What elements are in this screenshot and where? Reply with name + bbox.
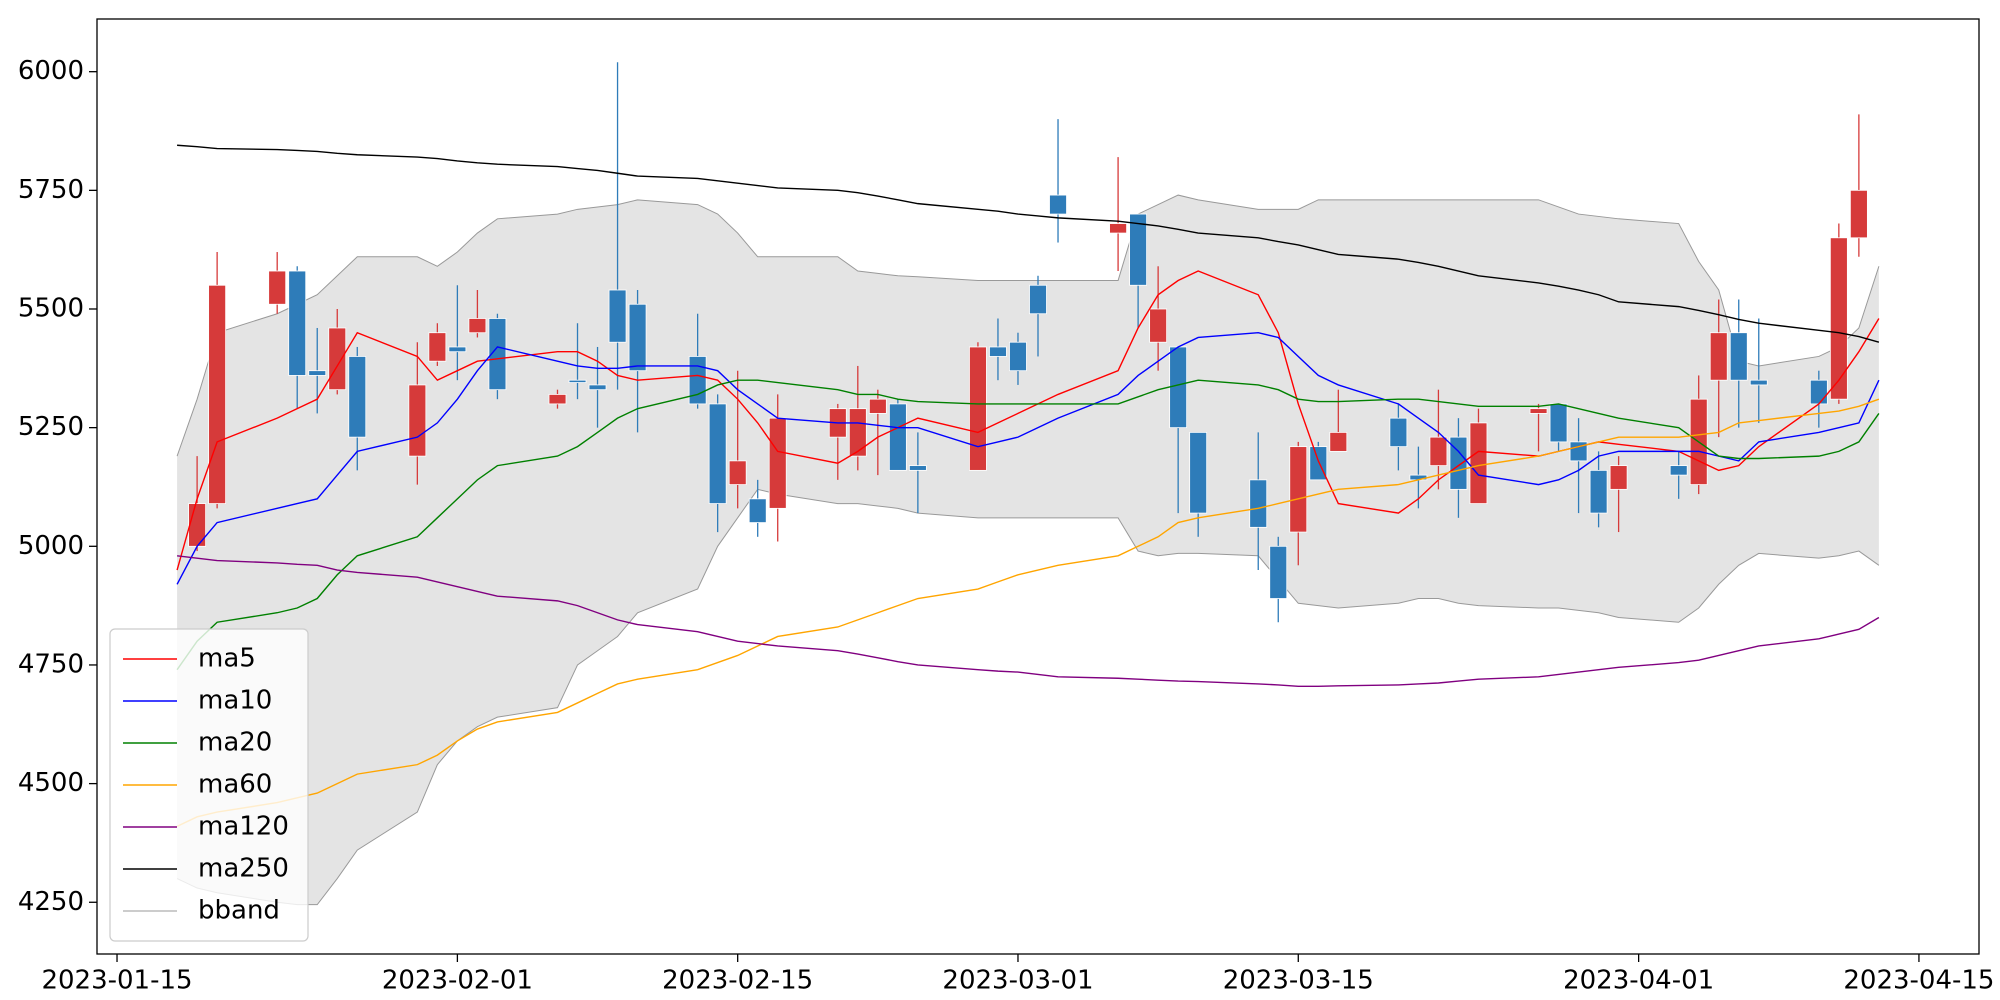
legend-box — [109, 628, 309, 942]
candle-body — [588, 384, 607, 391]
band-area — [177, 195, 1879, 905]
candle-body — [768, 417, 787, 509]
candle-body — [1589, 469, 1608, 514]
ma-line — [176, 332, 1880, 585]
x-tick-label: 2023-03-15 — [1223, 966, 1374, 996]
candle-body — [848, 408, 867, 457]
candle-body — [1329, 431, 1348, 452]
candle-body — [908, 465, 927, 471]
candle-body — [1109, 223, 1127, 234]
axis-layer: 4250 4500 4750 5000 5250 5500 5750 6000 2023-01-… — [18, 56, 1995, 995]
legend-label: bband — [198, 896, 280, 926]
candle-body — [268, 270, 287, 305]
legend-label: ma10 — [198, 686, 272, 716]
x-tick-label: 2023-02-01 — [382, 966, 533, 996]
candle-body — [208, 284, 227, 504]
candle-body — [1609, 465, 1628, 490]
legend-label: ma250 — [198, 854, 289, 884]
y-tick-label: 4250 — [18, 887, 84, 917]
candle-body — [488, 318, 507, 391]
candle-body — [868, 398, 887, 414]
candle-body — [1129, 213, 1148, 286]
candle-body — [1669, 465, 1688, 476]
x-tick-label: 2023-02-15 — [662, 966, 813, 996]
candle-body — [548, 394, 567, 405]
candle-body — [1189, 431, 1208, 514]
y-tick-label: 4500 — [18, 768, 84, 798]
plot-frame — [96, 18, 1980, 955]
candle-body — [748, 498, 767, 523]
y-tick-label: 5000 — [18, 531, 84, 561]
candle-body — [688, 356, 707, 405]
ma-line — [176, 379, 1880, 671]
y-tick-label: 6000 — [18, 56, 84, 86]
ma-line — [177, 144, 1880, 343]
x-tick-label: 2023-04-15 — [1843, 966, 1994, 996]
candle-body — [628, 303, 647, 372]
candle-body — [288, 270, 307, 376]
legend: ma5 ma10 ma20 ma60 ma120 ma250 bband — [109, 628, 309, 942]
y-tick-label: 5250 — [18, 412, 84, 442]
candle-body — [348, 356, 367, 438]
candle-body — [969, 346, 987, 471]
x-tick-label: 2023-01-15 — [41, 966, 192, 996]
legend-label: ma60 — [198, 770, 272, 800]
band-upper — [176, 194, 1880, 457]
candle-body — [1529, 408, 1548, 414]
ma-line — [176, 398, 1880, 827]
candle-body — [328, 327, 347, 391]
candle-body — [708, 403, 727, 504]
candle-body — [1449, 436, 1468, 490]
candle-body — [1249, 479, 1268, 528]
legend-label: ma5 — [198, 644, 256, 674]
y-tick-label: 4750 — [18, 649, 84, 679]
candle-body — [1389, 417, 1408, 448]
y-tick-label: 5500 — [18, 293, 84, 323]
candle-body — [1469, 422, 1488, 504]
x-tick-label: 2023-04-01 — [1563, 966, 1714, 996]
candle-body — [1009, 341, 1027, 372]
legend-label: ma20 — [198, 728, 272, 758]
candle-body — [1809, 379, 1828, 405]
candle-body — [1149, 308, 1168, 343]
candle-body — [1709, 332, 1728, 381]
candle-body — [1829, 237, 1848, 400]
candle-body — [448, 346, 467, 353]
ma-line — [177, 555, 1880, 688]
candle-body — [1049, 194, 1067, 215]
candle-body — [728, 460, 747, 486]
line-layer — [176, 144, 1880, 827]
candle-body — [568, 379, 587, 383]
candle-body — [608, 289, 627, 343]
candle-body — [1429, 436, 1448, 467]
candle-body — [1749, 379, 1768, 386]
candle-body — [408, 384, 427, 457]
x-tick-label: 2023-03-01 — [942, 966, 1093, 996]
candle-body — [428, 332, 447, 362]
candle-body — [888, 403, 907, 471]
candle-body — [308, 370, 327, 376]
candle-body — [1029, 284, 1047, 315]
y-tick-label: 5750 — [18, 175, 84, 205]
candle-body — [1849, 189, 1868, 239]
candle-body — [1729, 332, 1748, 381]
candle-body — [1569, 441, 1588, 462]
candle-body — [1549, 403, 1568, 443]
legend-label: ma120 — [198, 812, 289, 842]
candle-body — [468, 318, 487, 334]
candle-body — [1289, 446, 1308, 533]
candle-body — [1269, 545, 1288, 599]
candle-body — [989, 346, 1007, 357]
candle-body — [1169, 346, 1188, 429]
